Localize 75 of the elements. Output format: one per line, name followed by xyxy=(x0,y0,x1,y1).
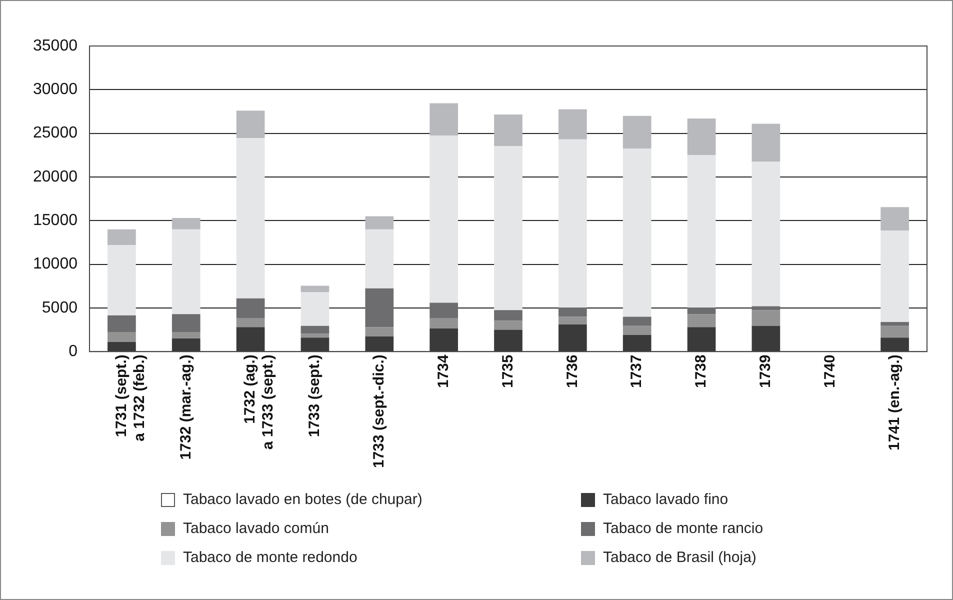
bar xyxy=(108,229,136,246)
bar xyxy=(236,318,265,328)
bar xyxy=(494,310,522,321)
bar xyxy=(108,332,136,342)
bar xyxy=(880,230,909,322)
x-tick-label: 1734 xyxy=(434,354,452,388)
bar xyxy=(687,118,716,156)
bar xyxy=(687,308,716,314)
bar xyxy=(172,229,200,314)
y-tick-label: 5000 xyxy=(42,299,78,316)
bar xyxy=(752,310,780,326)
bar xyxy=(880,322,909,326)
legend-label: Tabaco lavado en botes (de chupar) xyxy=(183,491,422,508)
bar xyxy=(430,136,458,303)
y-tick-label: 30000 xyxy=(32,81,78,98)
x-tick-label: 1732 (mar.-ag.) xyxy=(177,354,194,460)
legend-label: Tabaco de monte redondo xyxy=(183,549,358,566)
legend-label: Tabaco de monte rancio xyxy=(603,520,764,537)
bar xyxy=(622,148,652,317)
y-tick-label: 10000 xyxy=(32,256,78,273)
bar xyxy=(880,207,909,231)
bar xyxy=(558,109,587,140)
bar xyxy=(752,124,780,162)
x-tick-label: 1736 xyxy=(564,354,581,388)
bar xyxy=(752,162,780,306)
y-tick-label: 15000 xyxy=(32,212,78,230)
bar xyxy=(494,320,522,330)
x-tick-label: 1738 xyxy=(692,354,710,388)
bar xyxy=(687,314,716,328)
bar xyxy=(622,316,652,326)
bar xyxy=(365,216,394,230)
legend-label: Tabaco lavado fino xyxy=(603,491,728,508)
bar xyxy=(494,114,522,146)
bar xyxy=(108,245,136,316)
x-tick-label: 1735 xyxy=(499,354,516,388)
bar xyxy=(880,326,909,338)
bar xyxy=(236,138,265,298)
bar xyxy=(430,103,458,136)
bar xyxy=(622,326,652,336)
x-tick-label: 1737 xyxy=(628,354,646,388)
bar xyxy=(558,308,587,317)
bar xyxy=(752,306,780,310)
bar xyxy=(300,334,330,338)
x-tick-label: 1733 (sept.-dic.) xyxy=(370,354,388,468)
bar xyxy=(687,155,716,308)
bar xyxy=(172,314,200,332)
bar xyxy=(558,139,587,308)
bar xyxy=(300,286,330,292)
bar xyxy=(622,116,652,149)
bar xyxy=(365,229,394,288)
legend-label: Tabaco de Brasil (hoja) xyxy=(603,549,756,566)
bar xyxy=(236,298,265,318)
bar xyxy=(300,326,330,334)
bar xyxy=(365,288,394,328)
y-tick-label: 20000 xyxy=(32,168,78,186)
y-tick-label: 35000 xyxy=(32,37,78,54)
bar xyxy=(172,218,200,230)
x-tick-label: 1740 xyxy=(822,354,839,388)
y-tick-label: 25000 xyxy=(32,124,78,142)
legend-label: Tabaco lavado común xyxy=(183,520,329,537)
x-tick-label: 1739 xyxy=(757,354,774,388)
bar xyxy=(236,110,265,138)
bar xyxy=(430,302,458,318)
x-tick-label: 1731 (sept.) a 1732 (feb.) xyxy=(112,354,148,442)
bar xyxy=(300,292,330,326)
bar xyxy=(365,327,394,336)
bar xyxy=(430,318,458,328)
x-tick-label: 1741 (en.-ag.) xyxy=(886,354,903,451)
bar xyxy=(558,316,587,325)
x-tick-label: 1732 (ag.) a 1733 (sept.) xyxy=(242,354,277,450)
y-tick-label: 0 xyxy=(68,343,78,360)
bar xyxy=(172,332,200,339)
bar xyxy=(108,315,136,332)
bar xyxy=(494,146,522,310)
x-tick-label: 1733 (sept.) xyxy=(306,354,324,438)
